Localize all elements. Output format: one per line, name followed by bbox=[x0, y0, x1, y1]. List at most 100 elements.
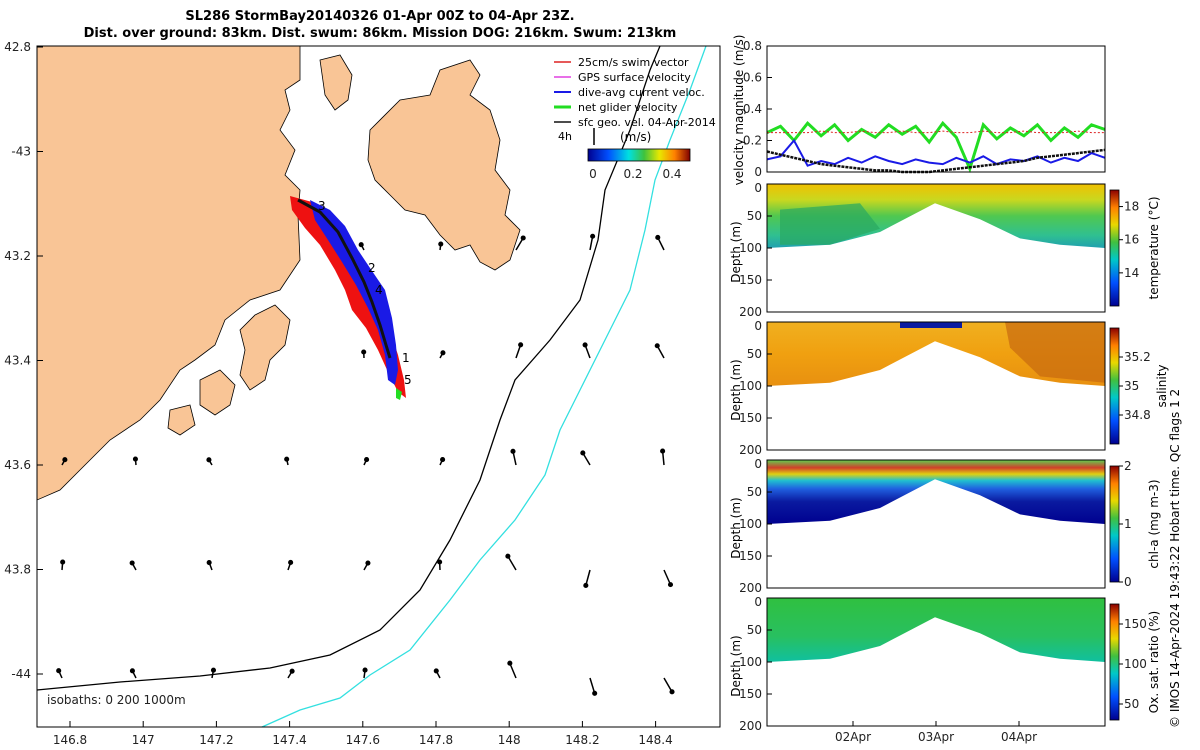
temperature_section-y-tick-4: 200 bbox=[739, 305, 762, 319]
velocity-y-tick-4: 0.8 bbox=[743, 39, 762, 53]
velocity-arrowhead bbox=[438, 241, 444, 247]
legend-net-glider: net glider velocity bbox=[578, 101, 678, 114]
chla_section-clabel: chl-a (mg m-3) bbox=[1147, 479, 1161, 568]
land-mass bbox=[37, 46, 521, 501]
oxygen_section-field bbox=[767, 598, 1105, 662]
colorbar-tick-0: 0 bbox=[589, 167, 597, 181]
velocity-arrowhead bbox=[590, 233, 596, 239]
map-panel: 3 2 4 1 5 146.8 147 147.2 147.4 147.6 147.8 14… bbox=[4, 40, 721, 747]
map-y-tick-6: -44 bbox=[11, 667, 31, 681]
figure-title-line2: Dist. over ground: 83km. Dist. swum: 86k… bbox=[83, 26, 677, 41]
salinity_section-y-tick-0: 0 bbox=[754, 319, 762, 333]
velocity-arrowhead bbox=[210, 667, 217, 673]
oxygen_section-y-tick-2: 100 bbox=[739, 655, 762, 669]
arrow-scale-label: 4h bbox=[558, 130, 572, 143]
speed-colorbar bbox=[587, 148, 691, 162]
velocity-panel: 0 0.2 0.4 0.6 0.8 velocity magnitude (m/s) bbox=[732, 35, 1106, 185]
velocity-arrowhead bbox=[132, 456, 138, 462]
temperature_section-clabel: temperature (°C) bbox=[1147, 197, 1161, 300]
chla_section-y-tick-2: 100 bbox=[739, 517, 762, 531]
chla_section-y-tick-0: 0 bbox=[754, 457, 762, 471]
colorbar-unit-label: (m/s) bbox=[620, 130, 651, 144]
map-y-tick-2: 43.2 bbox=[4, 249, 31, 263]
velocity-arrowhead bbox=[592, 690, 598, 696]
figure-title-line1: SL286 StormBay20140326 01-Apr 00Z to 04-… bbox=[185, 9, 575, 24]
sfc-geo-velocity-line bbox=[766, 148, 1106, 174]
isobath-1000m bbox=[261, 45, 707, 728]
velocity-arrowhead bbox=[129, 668, 135, 674]
glider-track bbox=[290, 196, 406, 400]
isobath-200m bbox=[36, 45, 661, 691]
velocity-y-tick-3: 0.6 bbox=[743, 71, 762, 85]
chla_section-ctick-2: 2 bbox=[1124, 459, 1132, 473]
velocity-arrowhead bbox=[654, 343, 660, 349]
velocity-arrowhead bbox=[433, 668, 439, 674]
velocity-arrowhead bbox=[440, 350, 446, 356]
salinity_section-colorbar bbox=[1109, 327, 1120, 445]
salinity_section-y-tick-2: 100 bbox=[739, 379, 762, 393]
map-x-tick-2: 147.2 bbox=[199, 733, 233, 747]
salinity_section-ctick-0: 34.8 bbox=[1124, 408, 1151, 422]
salinity_section-ctick-2: 35.2 bbox=[1124, 350, 1151, 364]
velocity-arrow bbox=[585, 569, 591, 586]
temperature_section-y-tick-3: 150 bbox=[739, 273, 762, 287]
temperature_section-y-tick-2: 100 bbox=[739, 241, 762, 255]
velocity-arrow bbox=[507, 555, 517, 571]
colorbar-tick-1: 0.2 bbox=[623, 167, 642, 181]
map-y-tick-5: 43.8 bbox=[4, 563, 31, 577]
track-label-3: 3 bbox=[318, 199, 326, 213]
surface-velocity-arrows bbox=[56, 233, 675, 696]
colorbar-tick-2: 0.4 bbox=[662, 167, 681, 181]
track-label-4: 4 bbox=[375, 283, 383, 297]
oxygen_section-y-tick-4: 200 bbox=[739, 719, 762, 733]
velocity-arrowhead bbox=[289, 668, 295, 674]
velocity-arrowhead bbox=[660, 448, 666, 454]
track-label-2: 2 bbox=[368, 261, 376, 275]
temperature_section-ctick-1: 16 bbox=[1124, 233, 1139, 247]
velocity-arrowhead bbox=[437, 559, 443, 565]
map-legend: 25cm/s swim vector GPS surface velocity … bbox=[554, 56, 716, 181]
oxygen_section-y-tick-0: 0 bbox=[754, 595, 762, 609]
temperature_section-panel: 0 50 100 150 200 Depth (m) 14 16 18 temperature (… bbox=[729, 181, 1161, 319]
map-y-ticks: 42.8 -43 43.2 43.4 43.6 43.8 -44 bbox=[4, 40, 43, 681]
oxygen_section-y-tick-3: 150 bbox=[739, 687, 762, 701]
section-x-tick-1: 03Apr bbox=[918, 730, 954, 744]
temperature_section-ylabel: Depth (m) bbox=[729, 221, 743, 282]
salinity_section-ylabel: Depth (m) bbox=[729, 359, 743, 420]
salinity_section-ctick-1: 35 bbox=[1124, 379, 1139, 393]
velocity-arrowhead bbox=[507, 660, 513, 666]
salinity_section-panel: 0 50 100 150 200 Depth (m) 34.8 35 35.2 salinity bbox=[729, 319, 1169, 457]
salinity_section-clabel: salinity bbox=[1155, 364, 1169, 407]
credit-text: © IMOS 14-Apr-2024 19:43:22 Hobart time.… bbox=[1168, 388, 1182, 728]
velocity-y-tick-0: 0 bbox=[754, 165, 762, 179]
velocity-arrowhead bbox=[669, 689, 675, 695]
velocity-arrowhead bbox=[206, 457, 212, 463]
temperature_section-y-tick-1: 50 bbox=[747, 209, 762, 223]
velocity-arrowhead bbox=[582, 342, 588, 348]
section-x-tick-0: 02Apr bbox=[835, 730, 871, 744]
velocity-arrowhead bbox=[129, 560, 135, 566]
velocity-arrowhead bbox=[361, 349, 367, 355]
velocity-arrowhead bbox=[284, 456, 290, 462]
velocity-arrowhead bbox=[365, 560, 371, 566]
velocity-y-tick-1: 0.2 bbox=[743, 134, 762, 148]
chla_section-y-tick-4: 200 bbox=[739, 581, 762, 595]
velocity-arrowhead bbox=[440, 457, 446, 463]
map-y-tick-4: 43.6 bbox=[4, 458, 31, 472]
map-y-tick-0: 42.8 bbox=[4, 40, 31, 54]
velocity-arrowhead bbox=[583, 582, 589, 588]
map-x-tick-3: 147.4 bbox=[272, 733, 306, 747]
velocity-arrow bbox=[589, 677, 596, 694]
velocity-arrowhead bbox=[206, 559, 212, 566]
velocity-arrowhead bbox=[362, 667, 368, 673]
section-x-tick-2: 04Apr bbox=[1001, 730, 1037, 744]
oxygen_section-clabel: Ox. sat. ratio (%) bbox=[1147, 611, 1161, 713]
map-y-tick-3: 43.4 bbox=[4, 354, 31, 368]
map-y-tick-1: -43 bbox=[11, 145, 31, 159]
map-x-tick-8: 148.4 bbox=[638, 733, 672, 747]
velocity-y-ticks: 0 0.2 0.4 0.6 0.8 bbox=[743, 39, 772, 179]
map-x-tick-4: 147.6 bbox=[346, 733, 380, 747]
map-x-tick-6: 148 bbox=[498, 733, 521, 747]
